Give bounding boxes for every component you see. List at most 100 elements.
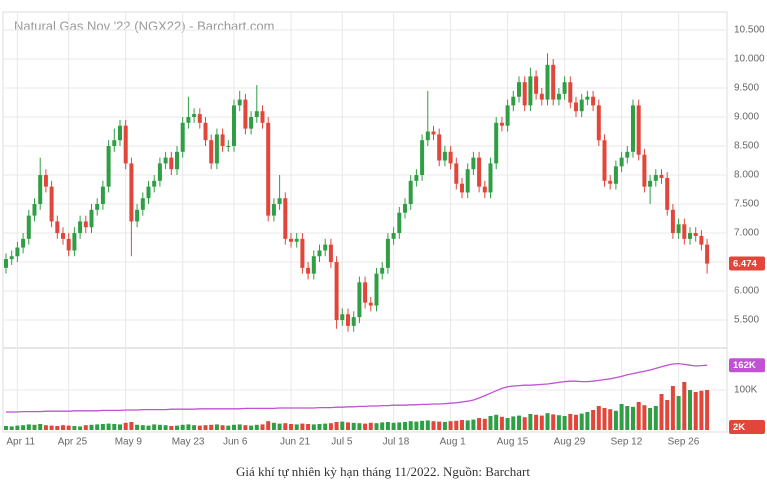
candle-body [66,238,71,251]
volume-bar [9,426,14,430]
candle-body [83,221,88,228]
candle-body [243,99,248,129]
candle-body [197,114,202,123]
volume-bar [95,424,100,430]
candle-body [437,134,442,161]
candle-body [157,163,162,181]
candle-body [454,163,459,184]
volume-bar [397,422,402,430]
candle-body [311,256,316,274]
candle-body [699,235,704,245]
volume-bar [579,413,584,430]
candle-body [539,93,544,100]
candle-body [55,221,60,234]
candle-body [425,131,430,141]
volume-bar [374,423,379,430]
volume-bar [653,406,658,430]
volume-bar [334,422,339,430]
volume-bar [78,426,83,430]
caption: Giá khí tự nhiên kỳ hạn tháng 11/2022. N… [236,464,530,479]
candle-body [175,151,179,170]
candle-body [89,209,94,228]
candle-body [613,166,618,184]
volume-bar [129,422,134,430]
candle-body [363,282,368,303]
volume-bar [118,424,122,430]
candle-body [636,105,641,155]
volume-bar [311,424,316,430]
volume-bar [591,410,596,430]
x-tick-label: Jun 6 [223,437,248,448]
candle-body [78,221,83,234]
volume-tag: 2K [733,422,745,433]
candle-body [688,233,692,239]
candle-body [591,96,596,106]
candle-body [152,180,157,187]
volume-bar [140,425,145,430]
candle-body [26,215,31,239]
volume-bar [323,423,328,430]
volume-bar [437,421,442,430]
volume-bar [688,390,692,430]
candle-body [574,102,578,112]
volume-bar [186,424,191,430]
volume-bar [294,424,299,430]
candle-body [705,244,710,264]
y-tick-label: 5.500 [734,315,759,326]
open-interest-line [6,362,708,413]
volume-bar [528,414,533,430]
volume-bar [15,425,20,430]
volume-bar [454,420,459,430]
x-tick-label: Aug 15 [497,437,529,448]
volume-bar [226,425,231,430]
candle-body [653,175,658,181]
candle-body [374,273,379,306]
volume-bar [494,414,499,430]
volume-bar [551,414,556,430]
candle-body [522,82,527,106]
y-tick-label: 7.000 [734,228,759,239]
volume-bar [163,425,168,430]
candle-body [670,209,675,234]
volume-bar [66,425,71,430]
volume-bar [425,420,430,430]
candle-body [460,183,464,193]
volume-bar [596,406,601,430]
candle-body [648,180,653,187]
candle-body [323,244,328,251]
volume-bar [61,425,65,430]
price-tag: 6.474 [733,259,757,270]
candle-body [289,238,293,242]
candle-body [186,117,191,123]
candle-body [448,151,453,164]
volume-bar [328,423,333,430]
y-tick-label: 8.000 [734,170,759,181]
candle-body [665,177,670,210]
volume-bar [72,426,77,430]
candle-body [129,163,134,222]
candle-body [9,256,14,260]
candle-body [431,131,436,135]
candle-body [260,111,265,123]
volume-bar [180,424,185,430]
volume-bar [135,424,140,430]
volume-bar [676,396,681,430]
volume-bar [254,424,259,430]
candle-body [619,157,624,167]
volume-bar [619,404,624,430]
candle-body [283,198,288,239]
volume-bar [705,390,710,430]
candle-body [528,76,533,106]
candle-body [556,93,561,100]
y-tick-label: 7.500 [734,199,759,210]
candle-body [693,233,698,236]
candle-body [385,238,390,268]
candle-body [100,186,105,205]
volume-bar [613,410,618,430]
candle-body [271,204,276,216]
volume-bar [214,424,219,430]
candle-body [95,204,100,210]
volume-bar [260,424,265,430]
y-tick-label: 9.000 [734,112,759,123]
volume-bar [391,422,396,430]
